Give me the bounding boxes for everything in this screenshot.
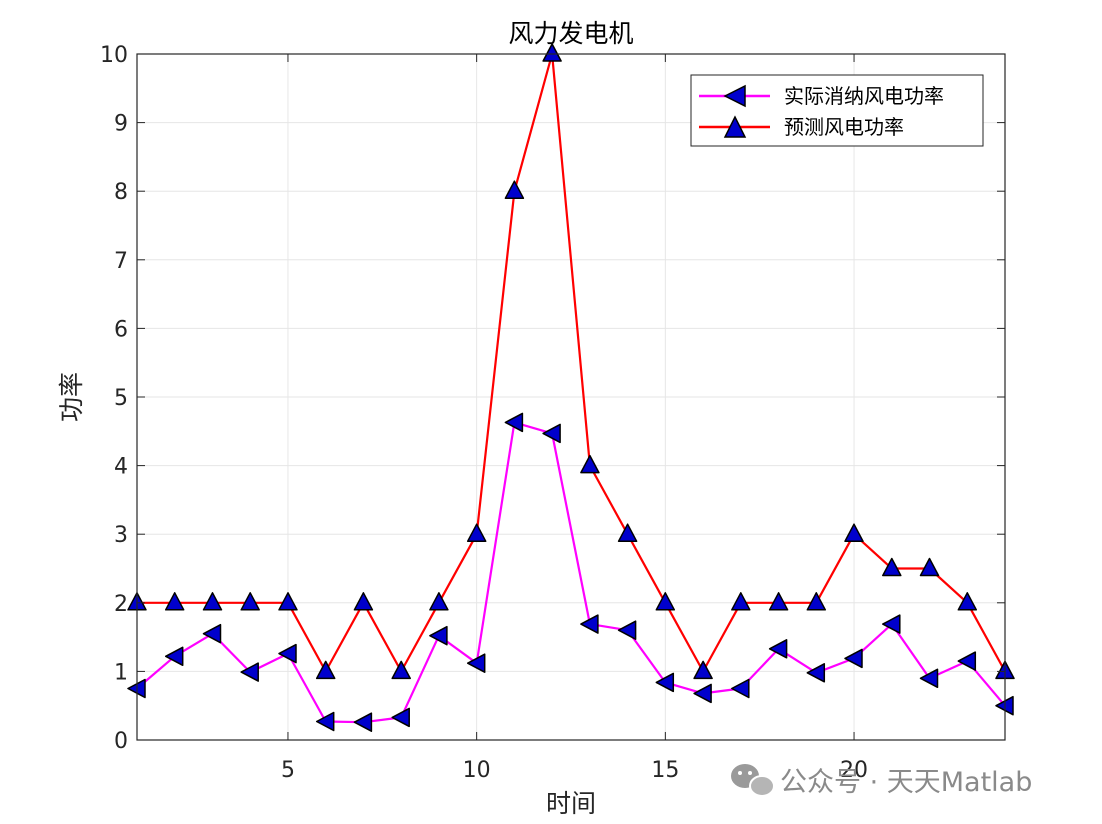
- data-point: [542, 43, 562, 62]
- data-point: [693, 660, 713, 680]
- data-point: [957, 592, 978, 611]
- y-tick-label: 2: [114, 592, 128, 617]
- data-point: [806, 663, 826, 683]
- data-point: [580, 454, 600, 474]
- data-point: [655, 592, 676, 611]
- data-point: [768, 592, 789, 611]
- data-point: [164, 592, 185, 611]
- legend-label-forecast: 预测风电功率: [784, 115, 904, 139]
- data-point: [844, 648, 863, 669]
- legend: 实际消纳风电功率 预测风电功率: [690, 74, 984, 147]
- data-point: [466, 653, 486, 673]
- data-point: [278, 592, 298, 611]
- x-tick-labels: 5 10 15 20: [281, 758, 868, 783]
- data-point: [919, 668, 939, 689]
- data-point: [542, 423, 561, 444]
- data-point: [202, 623, 222, 644]
- y-tick-label: 5: [114, 386, 128, 411]
- data-point: [164, 646, 184, 667]
- series-actual: [127, 412, 1014, 732]
- data-point: [240, 592, 260, 611]
- data-point: [731, 592, 751, 611]
- data-point: [693, 683, 712, 704]
- x-tick-label: 15: [651, 758, 679, 783]
- watermark-text: 公众号 · 天天Matlab: [780, 767, 1032, 798]
- y-tick-label: 1: [114, 660, 128, 685]
- data-point: [617, 620, 637, 640]
- y-tick-label: 4: [114, 455, 128, 480]
- data-point: [353, 712, 373, 732]
- series-layer: [127, 43, 1015, 732]
- y-tick-label: 3: [114, 523, 128, 548]
- data-point: [655, 672, 675, 693]
- wechat-icon: [731, 764, 775, 797]
- y-tick-label: 8: [114, 180, 128, 205]
- data-point: [315, 660, 336, 680]
- data-point: [806, 592, 827, 611]
- data-point: [882, 557, 902, 577]
- legend-label-actual: 实际消纳风电功率: [784, 84, 944, 108]
- x-tick-label: 10: [463, 758, 491, 783]
- data-point: [429, 625, 448, 646]
- data-point: [240, 662, 259, 682]
- data-point: [429, 592, 449, 611]
- y-tick-label: 10: [100, 43, 128, 68]
- data-point: [391, 660, 411, 680]
- data-point: [504, 412, 524, 433]
- y-tick-labels: 0 1 2 3 4 5 6 7 8 9 10: [100, 43, 128, 754]
- data-point: [202, 592, 223, 611]
- legend-marker-forecast: [723, 115, 747, 138]
- y-tick-label: 6: [114, 317, 128, 342]
- x-tick-label: 20: [840, 758, 868, 783]
- data-point: [957, 651, 977, 671]
- legend-marker-actual: [723, 84, 746, 108]
- data-point: [919, 557, 940, 577]
- y-axis-label: 功率: [57, 372, 86, 422]
- tick-marks: [137, 53, 1005, 741]
- x-axis-label: 时间: [546, 789, 596, 818]
- x-tick-label: 5: [281, 758, 295, 783]
- data-point: [278, 643, 297, 664]
- data-point: [580, 614, 599, 634]
- data-point: [768, 639, 788, 659]
- watermark: 公众号 · 天天Matlab: [731, 764, 1032, 798]
- data-point: [617, 523, 638, 542]
- y-tick-label: 9: [114, 112, 128, 137]
- data-point: [315, 711, 335, 732]
- data-point: [466, 523, 487, 542]
- data-point: [353, 592, 374, 611]
- data-point: [504, 180, 525, 199]
- data-point: [844, 523, 864, 542]
- data-point: [391, 707, 410, 728]
- series-forecast: [127, 43, 1015, 680]
- y-tick-label: 0: [114, 729, 128, 754]
- y-tick-label: 7: [114, 249, 128, 274]
- data-point: [882, 614, 901, 634]
- data-point: [731, 678, 750, 699]
- chart-title: 风力发电机: [508, 19, 633, 48]
